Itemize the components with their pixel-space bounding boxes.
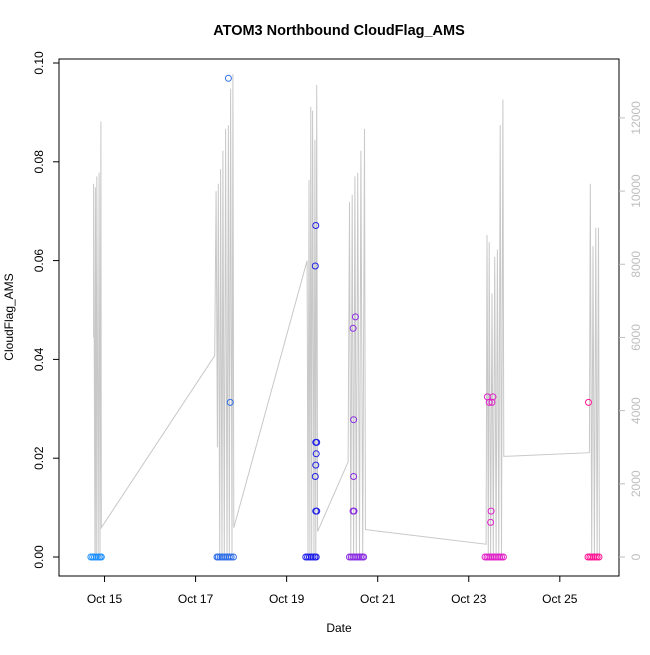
- data-point: [498, 553, 505, 561]
- plot-frame: [58, 58, 620, 577]
- data-point: [224, 74, 232, 82]
- secondary-y-tick-label: 4000: [629, 397, 643, 424]
- data-point: [97, 553, 105, 561]
- y-tick-label: 0.04: [32, 347, 46, 371]
- data-point: [485, 398, 493, 406]
- y-tick-label: 0.10: [32, 51, 46, 75]
- data-point: [360, 553, 368, 561]
- x-tick-label: Oct 15: [87, 592, 123, 606]
- secondary-y-tick-label: 8000: [629, 251, 643, 278]
- data-point: [311, 473, 319, 480]
- data-point: [312, 222, 320, 229]
- data-point: [226, 398, 234, 406]
- data-point: [593, 553, 601, 561]
- altitude-layer: [93, 73, 600, 558]
- data-point: [349, 324, 357, 332]
- chart-title: ATOM3 Northbound CloudFlag_AMS: [213, 23, 465, 39]
- y-tick-label: 0.02: [32, 446, 46, 470]
- data-point: [585, 398, 592, 406]
- data-point: [227, 553, 235, 561]
- secondary-y-tick-label: 0: [629, 553, 643, 560]
- data-point: [309, 553, 317, 561]
- axes-layer: 0.00 0.02 0.04 0.06 0.08 0.10 0 2000 4000 6000 800…: [32, 51, 643, 606]
- data-point: [313, 507, 321, 515]
- x-tick-label: Oct 21: [360, 592, 396, 606]
- y-axis-label: CloudFlag_AMS: [2, 273, 16, 360]
- x-tick-label: Oct 17: [178, 592, 214, 606]
- points-layer: [87, 74, 603, 561]
- y-tick-label: 0.00: [32, 545, 46, 569]
- secondary-y-tick-label: 2000: [629, 470, 643, 497]
- x-axis-label: Date: [326, 621, 352, 635]
- x-tick-label: Oct 25: [542, 592, 578, 606]
- data-point: [487, 507, 495, 515]
- data-point: [312, 461, 320, 469]
- data-point: [229, 553, 237, 561]
- data-point: [499, 553, 507, 561]
- x-tick-label: Oct 23: [451, 592, 487, 606]
- secondary-y-tick-label: 12000: [629, 101, 643, 135]
- data-point: [350, 507, 358, 515]
- data-point: [488, 398, 496, 406]
- data-point: [313, 438, 321, 446]
- altitude-line: [93, 73, 600, 558]
- data-point: [487, 518, 495, 526]
- secondary-y-tick-label: 6000: [629, 324, 643, 351]
- data-point: [311, 262, 319, 270]
- y-tick-label: 0.08: [32, 150, 46, 174]
- data-point: [350, 473, 358, 480]
- data-point: [92, 553, 100, 561]
- data-point: [351, 313, 359, 321]
- data-point: [350, 416, 358, 424]
- data-point: [312, 553, 320, 561]
- secondary-y-tick-label: 10000: [629, 174, 643, 208]
- data-point: [595, 553, 603, 561]
- x-tick-label: Oct 19: [269, 592, 305, 606]
- data-point: [312, 450, 320, 458]
- y-tick-label: 0.06: [32, 249, 46, 273]
